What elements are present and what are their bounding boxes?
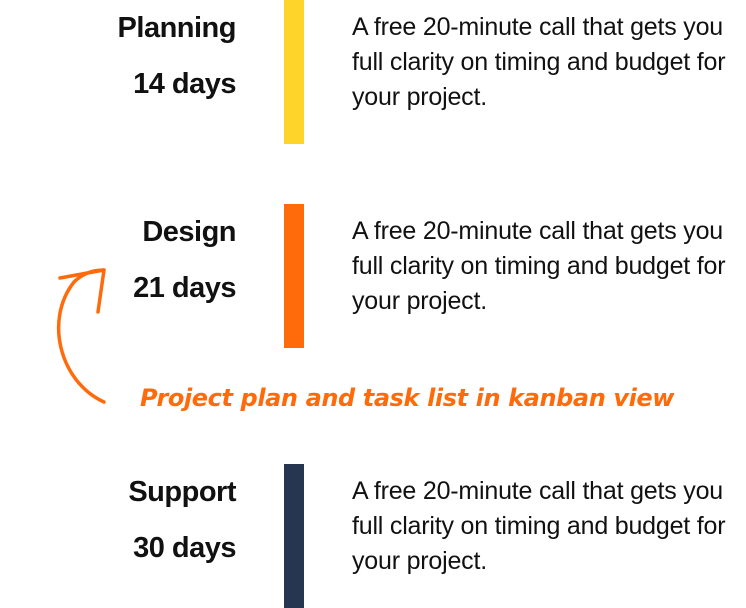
- phase-title: Support: [128, 476, 236, 508]
- phase-bar: [284, 204, 304, 348]
- phase-duration: 30 days: [133, 532, 236, 564]
- phase-planning: Planning 14 days A free 20-minute call t…: [0, 0, 746, 144]
- phase-design: Design 21 days A free 20-minute call tha…: [0, 204, 746, 348]
- annotation-text: Project plan and task list in kanban vie…: [140, 384, 675, 412]
- phase-duration: 14 days: [133, 68, 236, 100]
- phase-bar: [284, 0, 304, 144]
- phase-bar: [284, 464, 304, 608]
- phase-duration: 21 days: [133, 272, 236, 304]
- phase-description: A free 20-minute call that gets you full…: [352, 477, 726, 575]
- phase-description: A free 20-minute call that gets you full…: [352, 13, 726, 111]
- phase-description: A free 20-minute call that gets you full…: [352, 217, 726, 315]
- phase-title: Planning: [117, 12, 237, 44]
- phase-title: Design: [142, 216, 236, 248]
- phase-support: Support 30 days A free 20-minute call th…: [0, 464, 746, 608]
